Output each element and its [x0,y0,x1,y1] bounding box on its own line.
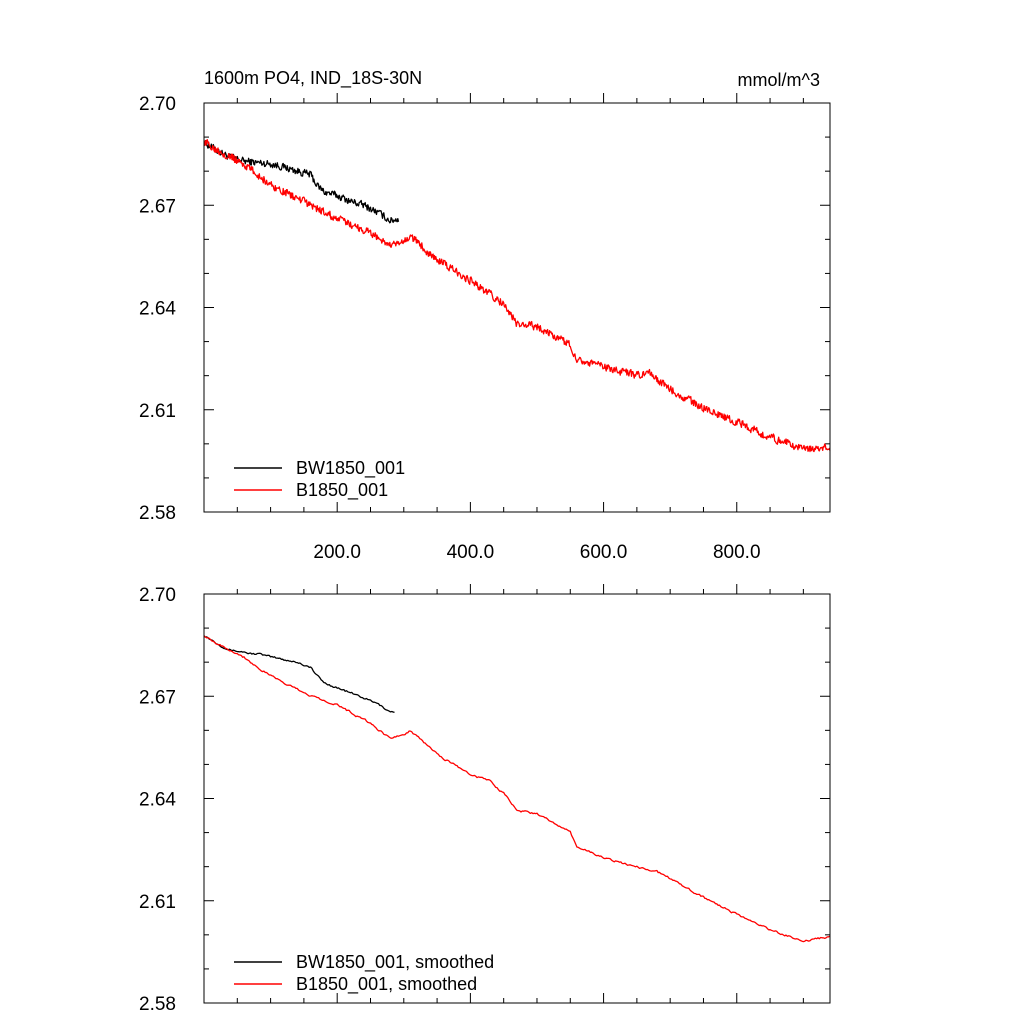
series-line-bw1850-001-smoothed [203,635,395,714]
y-tick-labels: 2.58 2.61 2.64 2.67 2.70 [139,94,176,524]
legend-label-b1850: B1850_001 [296,480,388,501]
y-tick-label: 2.58 [139,994,176,1015]
tick-marks [204,93,830,513]
tick-marks [204,584,830,1004]
plot-frame [203,102,831,513]
y-tick-label: 2.70 [139,585,176,606]
y-tick-labels: 2.58 2.61 2.64 2.67 2.70 [139,585,176,1015]
y-tick-label: 2.64 [139,299,176,320]
y-tick-label: 2.61 [139,401,176,422]
legend-label-bw1850: BW1850_001 [296,458,405,479]
x-tick-label: 800.0 [713,542,761,563]
x-tick-label: 600.0 [580,542,628,563]
legend-label-bw1850-smoothed: BW1850_001, smoothed [296,952,494,973]
bottom-panel: 2.58 2.61 2.64 2.67 2.70 BW1850_001, smoothe… [139,584,831,1015]
series-line-b1850-001 [203,139,831,453]
series-lines [203,139,831,453]
plot-frame [203,593,831,1004]
y-tick-label: 2.67 [139,687,176,708]
y-tick-label: 2.61 [139,892,176,913]
x-tick-label: 200.0 [313,542,361,563]
series-lines [203,635,831,943]
units-label: mmol/m^3 [738,70,820,90]
series-line-b1850-001-smoothed [203,635,831,943]
y-tick-label: 2.67 [139,196,176,217]
series-line-bw1850-001 [203,139,400,224]
y-tick-label: 2.58 [139,503,176,524]
y-tick-label: 2.64 [139,790,176,811]
top-panel: 1600m PO4, IND_18S-30N mmol/m^3 2.58 2.61… [139,68,831,563]
legend: BW1850_001, smoothed B1850_001, smoothed [234,952,494,995]
x-tick-labels: 200.0 400.0 600.0 800.0 [313,542,760,563]
x-tick-label: 400.0 [447,542,495,563]
legend: BW1850_001 B1850_001 [234,458,405,501]
y-tick-label: 2.70 [139,94,176,115]
chart-title: 1600m PO4, IND_18S-30N [204,68,422,89]
legend-label-b1850-smoothed: B1850_001, smoothed [296,974,477,995]
